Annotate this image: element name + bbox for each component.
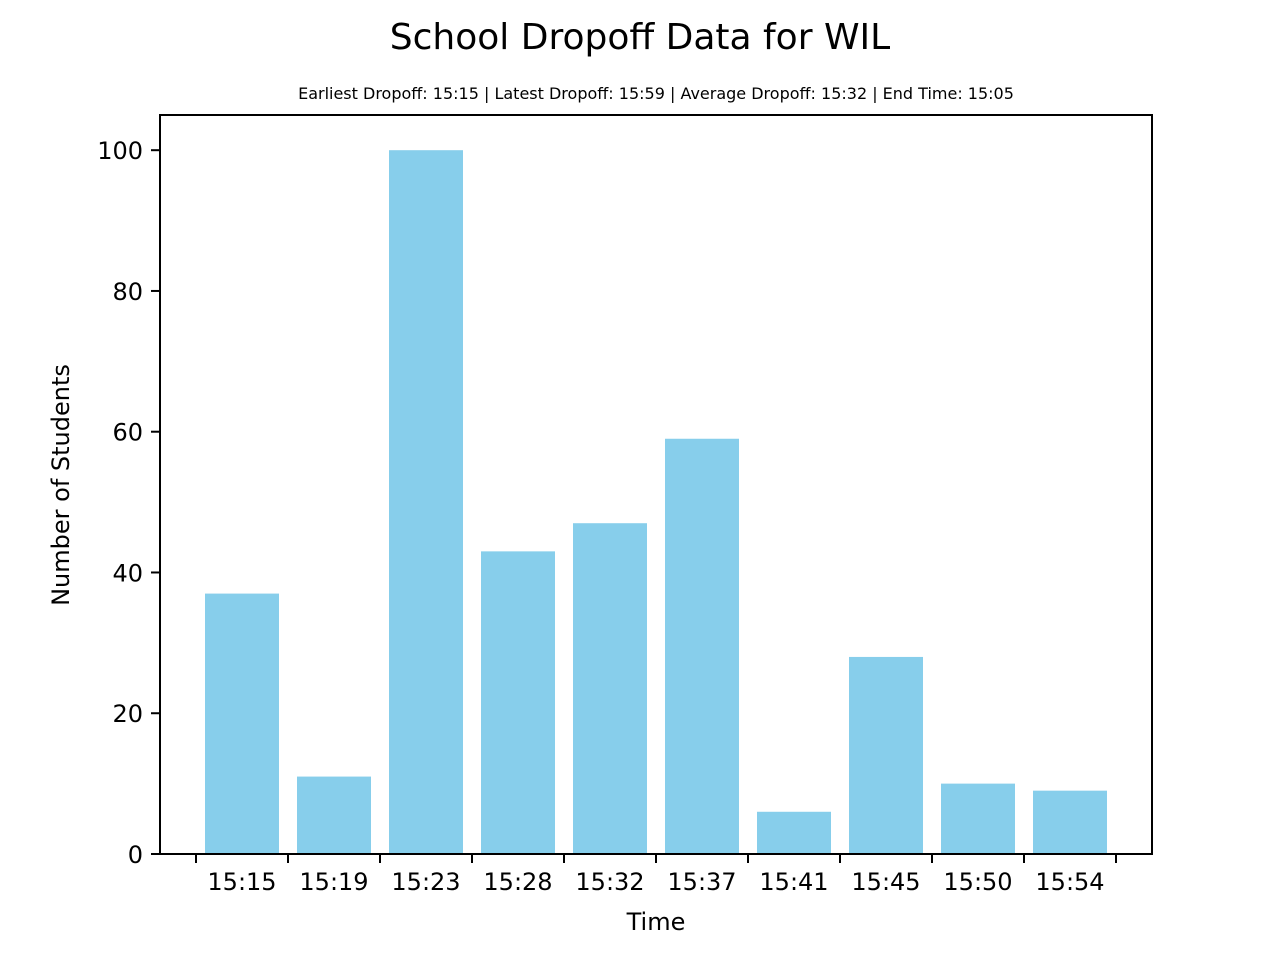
plot-area-frame — [159, 114, 1153, 855]
bar-15:50 — [941, 783, 1015, 854]
y-tick-label: 80 — [112, 278, 143, 306]
x-tick-label: 15:19 — [299, 868, 368, 896]
x-tick-label: 15:45 — [851, 868, 920, 896]
y-axis-ticks: 0 20 40 60 80 100 — [97, 137, 160, 869]
y-axis-label: Number of Students — [47, 364, 75, 606]
x-axis-label: Time — [626, 908, 686, 936]
bar-15:54 — [1033, 790, 1107, 854]
y-tick-label: 100 — [97, 137, 143, 165]
bar-15:32 — [573, 523, 647, 854]
x-tick-label: 15:54 — [1035, 868, 1104, 896]
chart-title: School Dropoff Data for WIL — [390, 17, 890, 58]
y-tick-label: 40 — [112, 559, 143, 587]
bar-15:37 — [665, 438, 739, 854]
x-tick-label: 15:28 — [483, 868, 552, 896]
chart-subtitle: Earliest Dropoff: 15:15 | Latest Dropoff… — [298, 84, 1014, 103]
bar-15:19 — [297, 776, 371, 854]
x-tick-label: 15:37 — [667, 868, 736, 896]
x-axis-ticks: 15:15 15:19 15:23 15:28 15:32 15:37 15:41 15:45… — [195, 854, 1117, 896]
x-tick-label: 15:15 — [207, 868, 276, 896]
y-tick-label: 60 — [112, 419, 143, 447]
bar-15:23 — [389, 150, 463, 854]
x-tick-label: 15:32 — [575, 868, 644, 896]
y-tick-label: 0 — [128, 841, 143, 869]
x-tick-label: 15:41 — [759, 868, 828, 896]
bars-group — [205, 150, 1107, 854]
x-tick-label: 15:50 — [943, 868, 1012, 896]
bar-15:15 — [205, 593, 279, 854]
x-tick-label: 15:23 — [391, 868, 460, 896]
bar-15:45 — [849, 656, 923, 854]
y-tick-label: 20 — [112, 700, 143, 728]
bar-15:41 — [757, 811, 831, 854]
bar-15:28 — [481, 551, 555, 854]
